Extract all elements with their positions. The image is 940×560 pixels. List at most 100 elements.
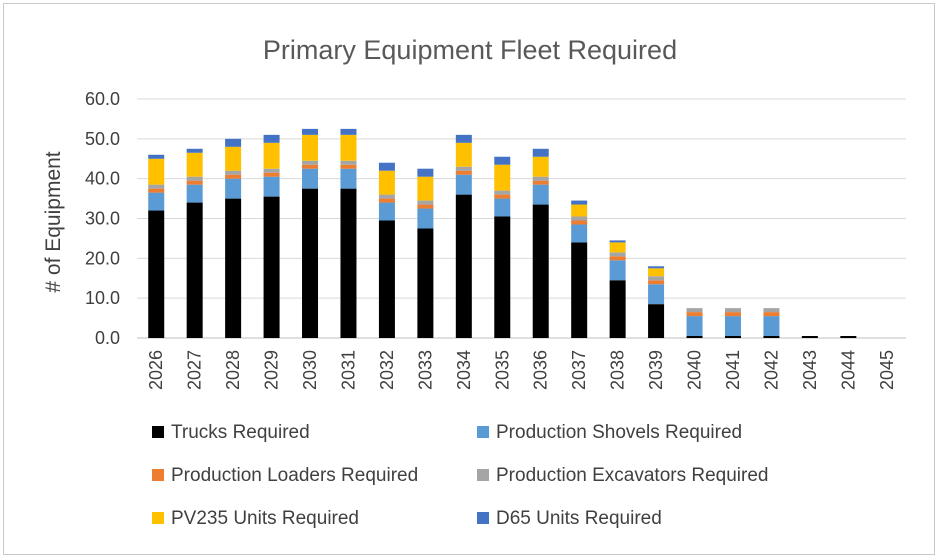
bar-segment-production-excavators-required [724,308,741,313]
bar-segment-production-excavators-required [378,194,395,199]
bar-segment-d65-units-required [648,266,665,269]
bar-segment-d65-units-required [532,148,549,157]
bar-segment-trucks-required [801,336,818,338]
bar-segment-trucks-required [378,220,395,338]
bar-segment-production-loaders-required [148,188,165,193]
bar-segment-pv235-units-required [302,134,319,161]
bar-segment-production-shovels-required [609,260,626,281]
x-tick-label: 2043 [800,350,820,390]
bar-segment-d65-units-required [186,148,203,153]
bar-segment-trucks-required [148,210,165,338]
bar-segment-production-loaders-required [455,170,472,175]
bar-segment-production-excavators-required [417,200,434,205]
bar-segment-production-loaders-required [225,174,242,179]
bar-segment-pv235-units-required [186,152,203,177]
bar-segment-production-loaders-required [532,180,549,185]
bar-segment-production-excavators-required [186,176,203,181]
bar-segment-pv235-units-required [417,176,434,201]
bar-segment-pv235-units-required [571,204,588,217]
x-tick-label: 2033 [415,350,435,390]
bar-segment-pv235-units-required [532,156,549,177]
bar-segment-pv235-units-required [148,158,165,185]
bar-segment-pv235-units-required [263,142,280,169]
bar-segment-production-shovels-required [532,184,549,205]
x-tick-label: 2032 [377,350,397,390]
legend-swatch [477,426,489,438]
x-tick-label: 2040 [685,350,705,390]
x-tick-label: 2038 [608,350,628,390]
x-tick-label: 2044 [838,350,858,390]
bar-segment-d65-units-required [340,128,357,135]
bar-segment-trucks-required [263,196,280,338]
bar-segment-trucks-required [455,194,472,338]
bar-segment-pv235-units-required [225,146,242,171]
bar-segment-production-excavators-required [532,176,549,181]
y-axis-ticks: 0.0 10.0 20.0 30.0 40.0 50.0 60.0 [85,89,120,348]
x-tick-label: 2028 [223,350,243,390]
bar-segment-trucks-required [532,204,549,338]
bar-segment-pv235-units-required [455,142,472,167]
bar-segment-production-shovels-required [340,168,357,189]
bar-segment-d65-units-required [417,168,434,177]
x-tick-label: 2045 [877,350,897,390]
bar-segment-production-loaders-required [571,220,588,225]
bar-segment-trucks-required [186,202,203,338]
bar-segment-production-loaders-required [763,312,780,317]
chart-canvas: Primary Equipment Fleet Required # of Eq… [42,35,906,529]
y-tick-label: 0.0 [95,328,120,348]
bar-segment-production-shovels-required [686,316,703,337]
bar-segment-production-loaders-required [648,280,665,285]
bars [148,128,857,338]
bar-segment-production-excavators-required [609,252,626,257]
x-tick-label: 2037 [569,350,589,390]
bar-segment-trucks-required [417,228,434,338]
legend-swatch [477,469,489,481]
bar-segment-production-shovels-required [263,176,280,197]
bar-segment-production-shovels-required [648,284,665,305]
bar-segment-production-excavators-required [455,166,472,171]
bar-segment-production-shovels-required [455,174,472,195]
y-tick-label: 30.0 [85,209,120,229]
x-tick-label: 2027 [185,350,205,390]
bar-segment-trucks-required [648,304,665,338]
bar-segment-pv235-units-required [340,134,357,161]
bar-segment-production-loaders-required [378,198,395,203]
bar-segment-production-loaders-required [609,256,626,261]
bar-segment-pv235-units-required [378,170,395,195]
bar-segment-production-excavators-required [763,308,780,313]
bar-segment-production-loaders-required [263,172,280,177]
y-axis-label: # of Equipment [42,151,65,292]
bar-segment-production-excavators-required [340,160,357,165]
x-axis-ticks: 2026 2027 2028 2029 2030 2031 2032 2033 2034 2035… [146,350,897,390]
bar-segment-trucks-required [840,336,857,338]
bar-segment-production-excavators-required [494,190,511,195]
bar-segment-production-excavators-required [571,216,588,221]
x-tick-label: 2041 [723,350,743,390]
bar-segment-d65-units-required [378,162,395,171]
legend-swatch [152,469,164,481]
bar-segment-d65-units-required [148,154,165,159]
bar-segment-production-shovels-required [571,224,588,243]
x-tick-label: 2039 [646,350,666,390]
bar-segment-production-shovels-required [724,316,741,337]
bar-segment-trucks-required [302,188,319,338]
x-tick-label: 2035 [492,350,512,390]
bar-segment-production-shovels-required [186,184,203,203]
bar-segment-production-shovels-required [148,192,165,211]
x-tick-label: 2030 [300,350,320,390]
bar-segment-production-excavators-required [263,168,280,173]
bar-segment-d65-units-required [302,128,319,135]
bar-segment-production-shovels-required [494,198,511,217]
bar-segment-production-excavators-required [686,308,703,313]
bar-segment-production-loaders-required [494,194,511,199]
chart-container: Primary Equipment Fleet Required # of Eq… [3,3,935,555]
bar-segment-production-loaders-required [302,164,319,169]
y-tick-label: 60.0 [85,89,120,109]
bar-segment-pv235-units-required [494,164,511,191]
bar-segment-trucks-required [494,216,511,338]
y-tick-label: 50.0 [85,129,120,149]
y-tick-label: 10.0 [85,288,120,308]
legend-label: PV235 Units Required [171,508,359,529]
bar-segment-production-excavators-required [225,170,242,175]
legend-label: Production Excavators Required [496,465,768,486]
